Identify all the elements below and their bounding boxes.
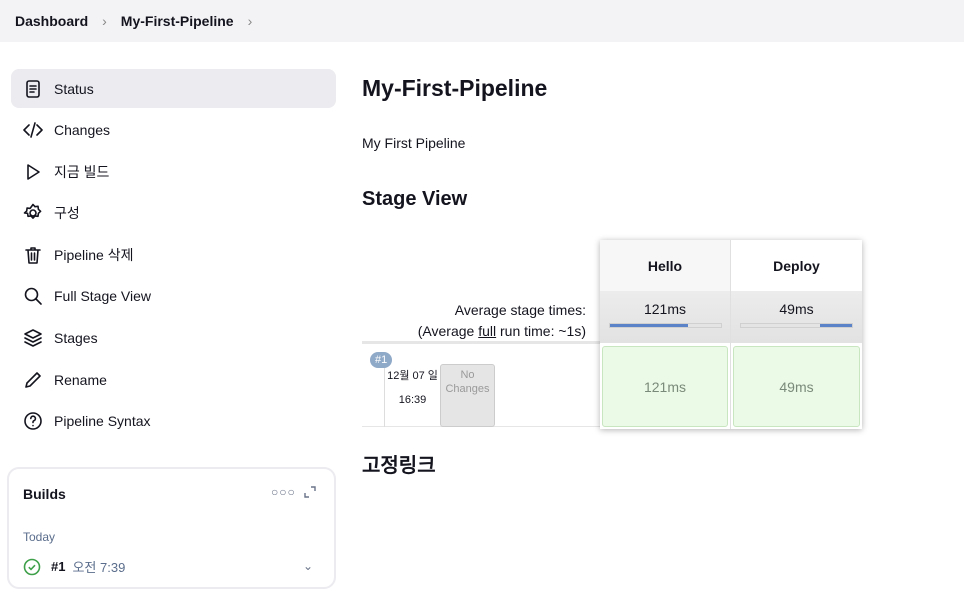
sidebar-item-build-now[interactable]: 지금 빌드 [11, 152, 336, 191]
play-icon [27, 163, 40, 180]
chevron-down-icon[interactable]: ⌄ [303, 559, 314, 573]
sidebar-item-status[interactable]: Status [11, 69, 336, 108]
pipeline-description: My First Pipeline [362, 135, 466, 151]
builds-group-label: Today [23, 530, 56, 544]
build-row[interactable]: #1 오전 7:39 [23, 557, 125, 576]
sidebar-item-changes[interactable]: Changes [11, 111, 336, 150]
sidebar-item-stages[interactable]: Stages [11, 319, 336, 358]
more-options-icon[interactable]: ○○○ [271, 485, 296, 499]
full-run-link[interactable]: full [478, 323, 497, 339]
builds-card: Builds ○○○ Today #1 오전 7:39 ⌄ [7, 467, 336, 589]
run-date: 12월 07 일 16:39 [384, 364, 440, 427]
chevron-right-icon[interactable]: › [247, 13, 253, 29]
breadcrumb: Dashboard › My-First-Pipeline › [0, 0, 964, 42]
stage-cell-success[interactable]: 121ms [602, 346, 728, 427]
stage-avg-bar [608, 323, 722, 328]
page-title: My-First-Pipeline [362, 75, 548, 101]
stage-avg-bar [740, 323, 853, 328]
sidebar-item-rename[interactable]: Rename [11, 360, 336, 399]
stage-table: Hello 121ms 121ms Deploy 49ms 49ms [600, 240, 862, 429]
run-badge[interactable]: #1 [370, 352, 393, 368]
search-icon [24, 288, 42, 306]
gear-icon [23, 203, 42, 220]
stage-header: Hello [600, 240, 730, 291]
permalinks-heading: 고정링크 [362, 455, 436, 477]
pencil-icon [25, 371, 41, 388]
builds-title: Builds [23, 486, 66, 502]
stage-header: Deploy [731, 240, 862, 291]
document-icon [26, 79, 40, 98]
expand-icon[interactable] [304, 486, 316, 498]
help-icon [24, 412, 42, 431]
stage-avg-time: 121ms [643, 301, 687, 317]
average-stage-times: Average stage times: (Average full run t… [417, 302, 586, 339]
chevron-right-icon: › [102, 13, 107, 29]
sidebar-item-delete[interactable]: Pipeline 삭제 [11, 235, 336, 274]
stage-cell-success[interactable]: 49ms [733, 346, 860, 427]
stage-view-heading: Stage View [362, 188, 468, 210]
sidebar-item-pipeline-syntax[interactable]: Pipeline Syntax [11, 402, 336, 441]
stage-avg-time: 49ms [779, 301, 814, 317]
stage-column-deploy: Deploy 49ms 49ms [731, 240, 862, 429]
breadcrumb-pipeline[interactable]: My-First-Pipeline [120, 13, 234, 29]
sidebar: Status Changes 지금 빌드 구성 Pipeline 삭제 Full… [11, 69, 336, 443]
run-changes[interactable]: No Changes [440, 364, 495, 427]
breadcrumb-dashboard[interactable]: Dashboard [15, 13, 89, 29]
run-row-1: #1 12월 07 일 16:39 No Changes [362, 341, 600, 427]
sidebar-item-full-stage-view[interactable]: Full Stage View [11, 277, 336, 316]
code-icon [23, 122, 43, 138]
stage-column-hello: Hello 121ms 121ms [600, 240, 731, 429]
success-check-icon [23, 558, 41, 575]
build-number[interactable]: #1 [51, 559, 66, 574]
sidebar-item-configure[interactable]: 구성 [11, 194, 336, 233]
trash-icon [25, 247, 41, 264]
build-time: 오전 7:39 [72, 560, 126, 575]
layers-icon [24, 329, 42, 347]
